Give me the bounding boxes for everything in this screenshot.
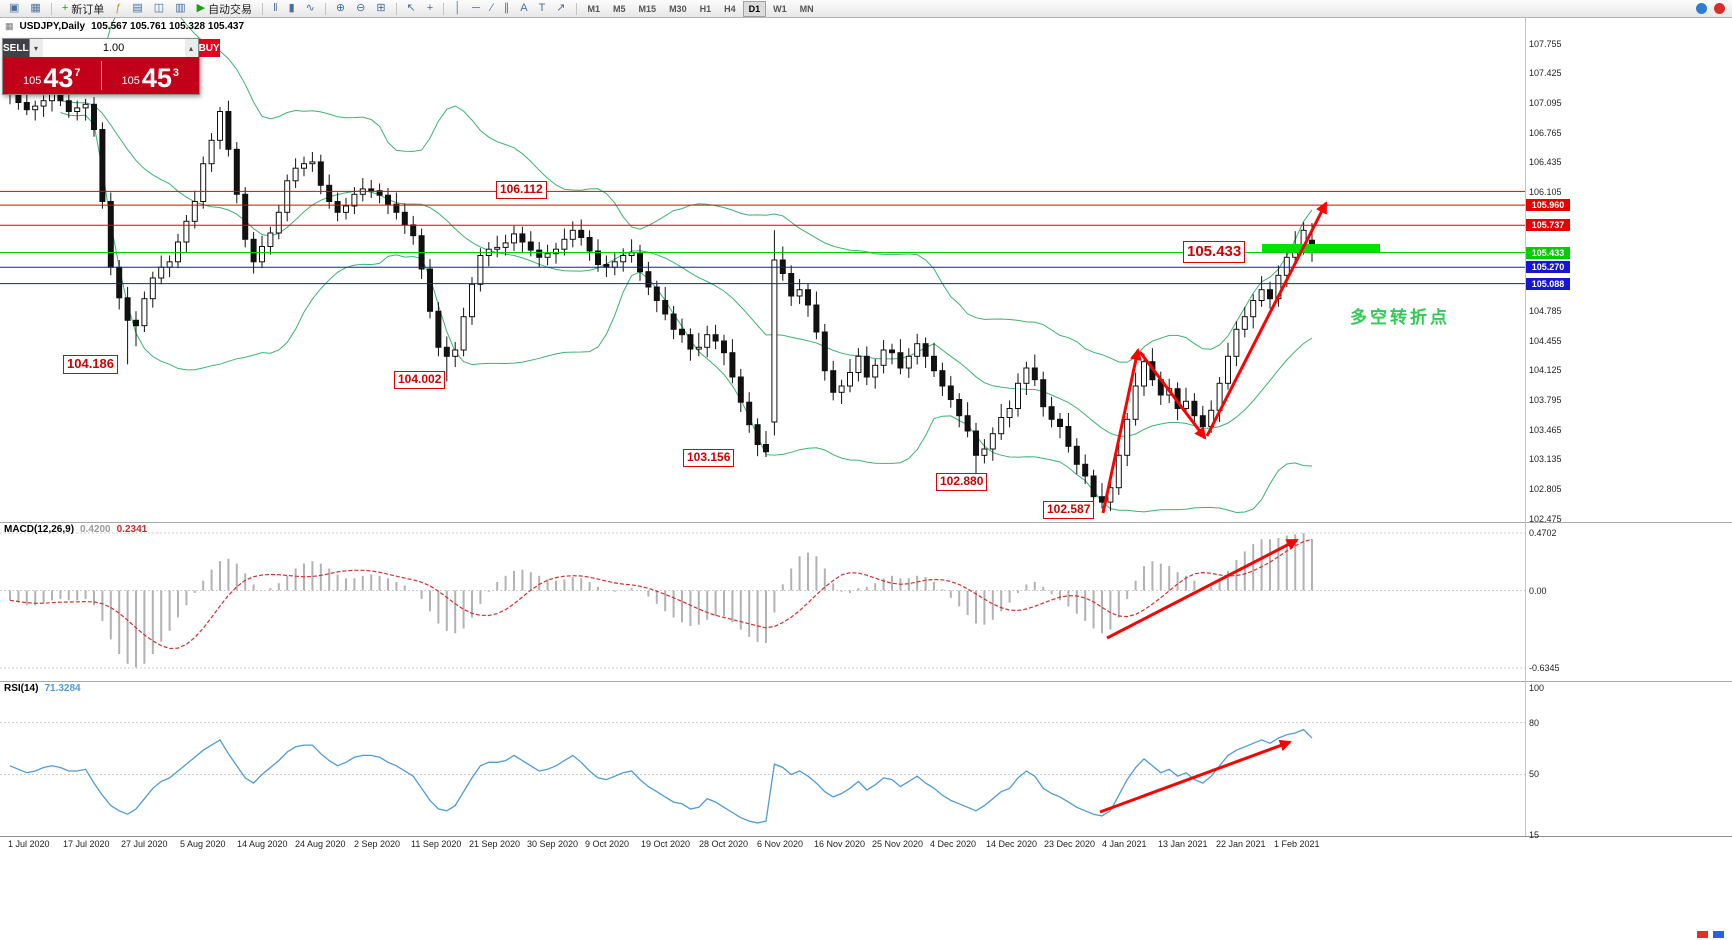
- zoom-in-icon[interactable]: ⊕: [331, 1, 350, 17]
- toolbar-separator: [324, 2, 326, 15]
- macd-histogram: [0, 532, 1525, 669]
- indicators-icon[interactable]: ƒ: [110, 1, 126, 17]
- autotrading-button-label: 自动交易: [208, 3, 253, 16]
- timeframe-button-d1[interactable]: D1: [742, 0, 767, 17]
- navigator-icon[interactable]: ◫: [149, 1, 169, 17]
- trendline-icon[interactable]: ∕: [486, 1, 498, 17]
- macd-label: MACD(12,26,9) 0.4200 0.2341: [4, 524, 148, 535]
- timeframe-button-h4[interactable]: H4: [724, 3, 736, 14]
- toolbar-separator: [575, 2, 577, 15]
- channel-icon-glyph: ∥: [503, 2, 510, 14]
- zoom-out-icon-glyph: ⊖: [356, 2, 366, 14]
- status-bar: [0, 928, 1732, 940]
- timeframe-button-m1[interactable]: M1: [587, 3, 601, 14]
- symbol-quotes: 105.567 105.761 105.328 105.437: [91, 21, 245, 32]
- text-tool-icon[interactable]: A: [515, 1, 532, 17]
- vertical-line-icon[interactable]: │: [449, 1, 466, 17]
- timeframe-button-w1[interactable]: W1: [773, 3, 787, 14]
- volume-input[interactable]: [42, 39, 185, 57]
- toolbar-separator: [50, 2, 52, 15]
- trendline-icon-glyph: ∕: [490, 2, 493, 14]
- candle-chart-icon[interactable]: ▮: [284, 1, 300, 17]
- arrow-tool-icon-glyph: ↗: [556, 2, 566, 14]
- cursor-icon[interactable]: ↖: [402, 1, 421, 17]
- bar-chart-icon-glyph: ‖: [273, 2, 278, 14]
- rsi-label: RSI(14) 71.3284: [4, 683, 81, 694]
- crosshair-icon[interactable]: +: [422, 1, 438, 17]
- cursor-icon-glyph: ↖: [406, 2, 416, 14]
- label-tool-icon[interactable]: T: [534, 1, 551, 17]
- buy-price[interactable]: 105 45 3: [121, 63, 180, 93]
- market-watch-icon-glyph: ▤: [132, 2, 143, 14]
- text-tool-icon-glyph: A: [520, 2, 528, 14]
- volume-field[interactable]: ▾ ▴: [28, 39, 199, 57]
- timeframe-button-mn[interactable]: MN: [799, 3, 814, 14]
- candle-chart-icon-glyph: ▮: [288, 2, 295, 14]
- record-icon[interactable]: [1714, 3, 1725, 14]
- toolbar-separator: [443, 2, 445, 15]
- arrow-tool-icon[interactable]: ↗: [551, 1, 570, 17]
- chart-profiles-icon[interactable]: ▦: [25, 1, 45, 17]
- autotrading-button-glyph: ▶: [196, 2, 206, 14]
- timeframe-button-h1[interactable]: H1: [699, 3, 712, 14]
- zoom-out-icon[interactable]: ⊖: [351, 1, 370, 17]
- horizontal-line-icon[interactable]: ─: [467, 1, 485, 17]
- timeframe-button-m30[interactable]: M30: [669, 3, 687, 14]
- trend-arrows[interactable]: [1099, 201, 1328, 814]
- tile-windows-icon-glyph: ⊞: [376, 2, 386, 14]
- new-order-button[interactable]: + 新订单: [57, 1, 109, 17]
- bar-chart-icon[interactable]: ‖: [268, 1, 283, 17]
- volume-decrease-icon[interactable]: ▾: [29, 39, 43, 57]
- market-watch-icon[interactable]: ▤: [127, 1, 147, 17]
- line-chart-icon[interactable]: ∿: [301, 1, 320, 17]
- chart-profiles-icon-glyph: ▦: [30, 2, 41, 14]
- new-chart-icon-glyph: ▣: [9, 2, 20, 14]
- terminal-icon-glyph: ▥: [175, 2, 186, 14]
- rsi-indicator: [0, 722, 1525, 824]
- horizontal-lines[interactable]: [0, 190, 1525, 285]
- volume-increase-icon[interactable]: ▴: [184, 39, 198, 57]
- line-chart-icon-glyph: ∿: [305, 2, 315, 14]
- candlestick-series: [7, 77, 1315, 512]
- support-zone-highlight[interactable]: [1262, 244, 1380, 252]
- sell-price[interactable]: 105 43 7: [22, 63, 81, 93]
- zoom-in-icon-glyph: ⊕: [335, 2, 346, 14]
- tile-windows-icon[interactable]: ⊞: [371, 1, 390, 17]
- autotrading-button[interactable]: ▶ 自动交易: [192, 1, 257, 17]
- annotation-text[interactable]: 多空转折点: [1350, 308, 1450, 327]
- status-red-icon: [1697, 930, 1708, 938]
- navigator-icon-glyph: ◫: [153, 2, 165, 14]
- channel-icon[interactable]: ∥: [499, 1, 515, 17]
- toolbar-separator: [262, 2, 264, 15]
- one-click-trading-panel: SELL ▾ ▴ BUY 105 43 7 105 45 3: [2, 38, 220, 95]
- new-order-button-label: 新订单: [71, 3, 105, 16]
- new-order-button-glyph: +: [61, 2, 69, 14]
- sell-button[interactable]: SELL: [3, 39, 29, 57]
- main-chart: [7, 18, 1315, 514]
- label-tool-icon-glyph: T: [538, 2, 546, 14]
- community-icon[interactable]: [1696, 3, 1707, 14]
- buy-button[interactable]: BUY: [198, 39, 220, 57]
- macd-signal-line: [9, 538, 1313, 650]
- timeframe-button-m15[interactable]: M15: [638, 3, 657, 14]
- status-blue-icon: [1713, 930, 1724, 938]
- main-toolbar: ▣ ▦ + 新订单 ƒ ▤ ◫ ▥ ▶ 自动交易 ‖ ▮ ∿ ⊕ ⊖ ⊞ ↖ + │ ─ ∕ ∥ A T ↗ M1 M5 M15 M30…: [0, 0, 1732, 18]
- symbol-name: USDJPY,Daily: [19, 21, 86, 32]
- rsi-line: [9, 728, 1313, 824]
- chart-window-icon: ▦: [5, 21, 14, 31]
- timeframe-button-m5[interactable]: M5: [613, 3, 626, 14]
- horizontal-line-icon-glyph: ─: [472, 2, 480, 14]
- toolbar-separator: [395, 2, 397, 15]
- terminal-icon[interactable]: ▥: [170, 1, 190, 17]
- crosshair-icon-glyph: +: [426, 2, 434, 14]
- new-chart-icon[interactable]: ▣: [4, 1, 24, 17]
- price-divider: [100, 61, 102, 90]
- chart-title: ▦ USDJPY,Daily 105.567 105.761 105.328 1…: [5, 21, 244, 32]
- vertical-line-icon-glyph: │: [454, 2, 462, 14]
- indicators-icon-glyph: ƒ: [115, 2, 122, 14]
